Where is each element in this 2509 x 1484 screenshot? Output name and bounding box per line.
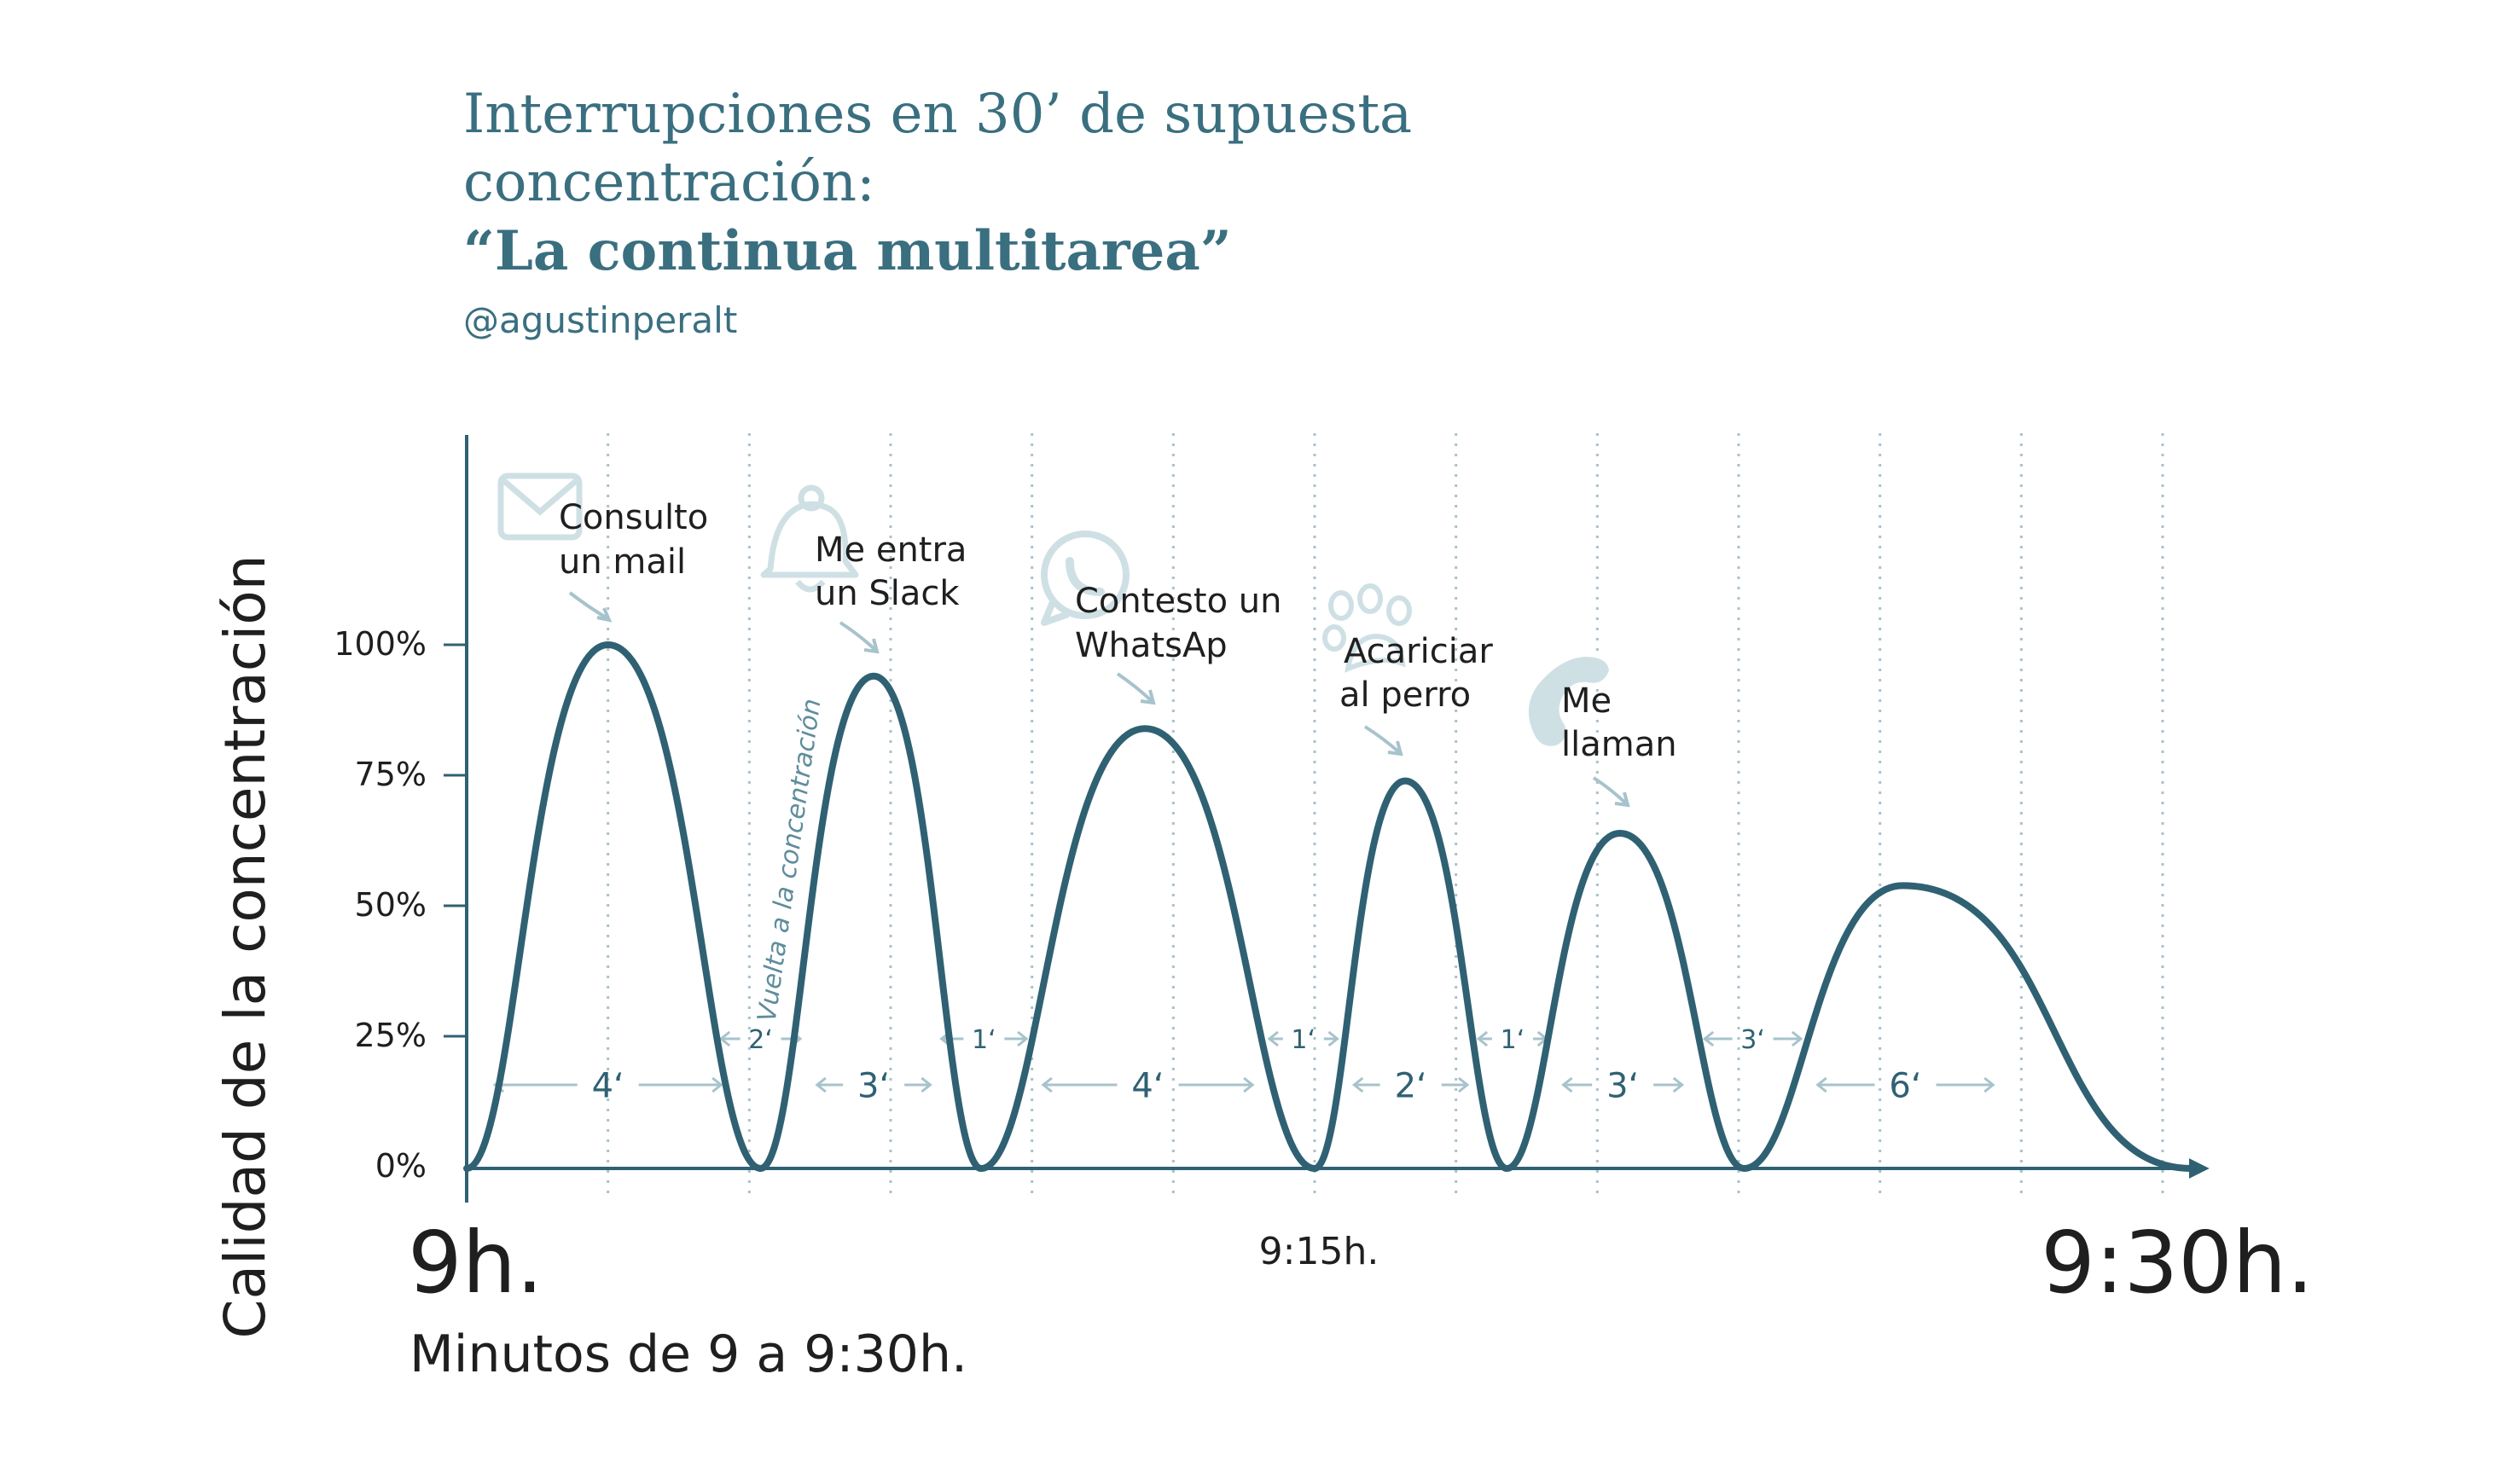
y-tick-50: 50% — [355, 886, 427, 924]
annotation-dog: Acariciar al perro — [1322, 583, 1493, 756]
duration-label: 1‘ — [972, 1025, 996, 1055]
annotation-phone: Me llaman — [1528, 657, 1677, 808]
y-axis-label-text: Calidad de la concentración — [212, 554, 278, 1338]
duration-marker: 3‘ — [1702, 1025, 1803, 1055]
y-tick-marks — [444, 643, 467, 1038]
annotation-slack-line1: Me entra — [815, 530, 967, 570]
y-tick-25: 25% — [355, 1017, 427, 1054]
annotation-whatsapp-pointer — [1116, 672, 1153, 703]
x-tick-915h: 9:15h. — [1259, 1230, 1379, 1273]
annotation-slack-line2: un Slack — [815, 574, 960, 613]
annotation-phone-line1: Me — [1561, 681, 1612, 721]
annotation-whatsapp-line1: Contesto un — [1075, 582, 1281, 621]
annotation-slack-pointer — [839, 621, 877, 652]
concentration-curve — [463, 641, 2195, 1172]
phone-icon — [1528, 657, 1609, 746]
y-tick-labels: 100% 75% 50% 25% 0% — [334, 625, 427, 1185]
duration-marker: 1‘ — [1267, 1025, 1339, 1055]
duration-label: 3‘ — [857, 1066, 890, 1105]
x-tick-9h: 9h. — [408, 1213, 543, 1313]
duration-marker: 2‘ — [718, 1025, 803, 1055]
annotation-dog-line1: Acariciar — [1344, 632, 1493, 671]
duration-label: 2‘ — [1395, 1066, 1427, 1105]
duration-marker: 6‘ — [1815, 1066, 1995, 1105]
duration-marker: 2‘ — [1351, 1066, 1470, 1105]
chart-title-bold: “La continua multitarea” — [463, 219, 1232, 283]
duration-label: 2‘ — [748, 1025, 773, 1055]
annotation-slack: Me entra un Slack — [760, 484, 967, 654]
x-axis-label: Minutos de 9 a 9:30h. — [409, 1325, 967, 1384]
bell-icon — [760, 484, 859, 593]
annotation-phone-pointer — [1592, 776, 1628, 805]
duration-marker: 3‘ — [815, 1066, 932, 1105]
duration-label: 3‘ — [1606, 1066, 1639, 1105]
y-tick-75: 75% — [355, 756, 427, 793]
y-tick-100: 100% — [334, 625, 427, 663]
mail-icon — [497, 472, 583, 541]
annotation-dog-pointer — [1363, 725, 1401, 754]
duration-marker: 3‘ — [1561, 1066, 1685, 1105]
duration-label: 6‘ — [1889, 1066, 1921, 1105]
annotations: Consulto un mail Me entra un Slack C — [497, 472, 1677, 808]
annotation-mail-line2: un mail — [559, 542, 686, 582]
chat-icon — [1041, 530, 1130, 626]
duration-label: 1‘ — [1501, 1025, 1525, 1055]
x-tick-930h: 9:30h. — [2041, 1213, 2314, 1313]
chart-author: @agustinperalt — [463, 299, 737, 341]
annotation-mail-pointer — [568, 591, 609, 620]
annotation-mail: Consulto un mail — [497, 472, 708, 623]
duration-marker: 1‘ — [939, 1025, 1029, 1055]
duration-label: 1‘ — [1291, 1025, 1315, 1055]
duration-label: 4‘ — [592, 1066, 624, 1105]
chart-header: Interrupciones en 30’ de supuesta concen… — [463, 83, 1412, 341]
duration-markers: 4‘ 2‘ 3‘ 1‘ 4‘ 1‘ 2‘ 1‘ 3‘ 3‘ 6‘ — [492, 1025, 1995, 1105]
annotation-whatsapp-line2: WhatsAp — [1075, 626, 1228, 665]
annotation-dog-line2: al perro — [1339, 675, 1471, 715]
gridlines — [607, 433, 2164, 1194]
annotation-whatsapp: Contesto un WhatsAp — [1041, 530, 1281, 705]
chart-title-line1: Interrupciones en 30’ de supuesta — [463, 83, 1412, 146]
paw-icon — [1322, 583, 1412, 673]
duration-label: 3‘ — [1740, 1025, 1765, 1055]
chart-title-line2: concentración: — [463, 151, 875, 214]
duration-marker: 4‘ — [1041, 1066, 1255, 1105]
y-tick-0: 0% — [375, 1147, 427, 1185]
annotation-phone-line2: llaman — [1561, 725, 1677, 764]
y-axis-label: Calidad de la concentración — [212, 554, 278, 1338]
duration-label: 4‘ — [1131, 1066, 1164, 1105]
duration-marker: 4‘ — [492, 1066, 723, 1105]
annotation-mail-line1: Consulto — [559, 498, 708, 537]
duration-marker: 1‘ — [1476, 1025, 1549, 1055]
